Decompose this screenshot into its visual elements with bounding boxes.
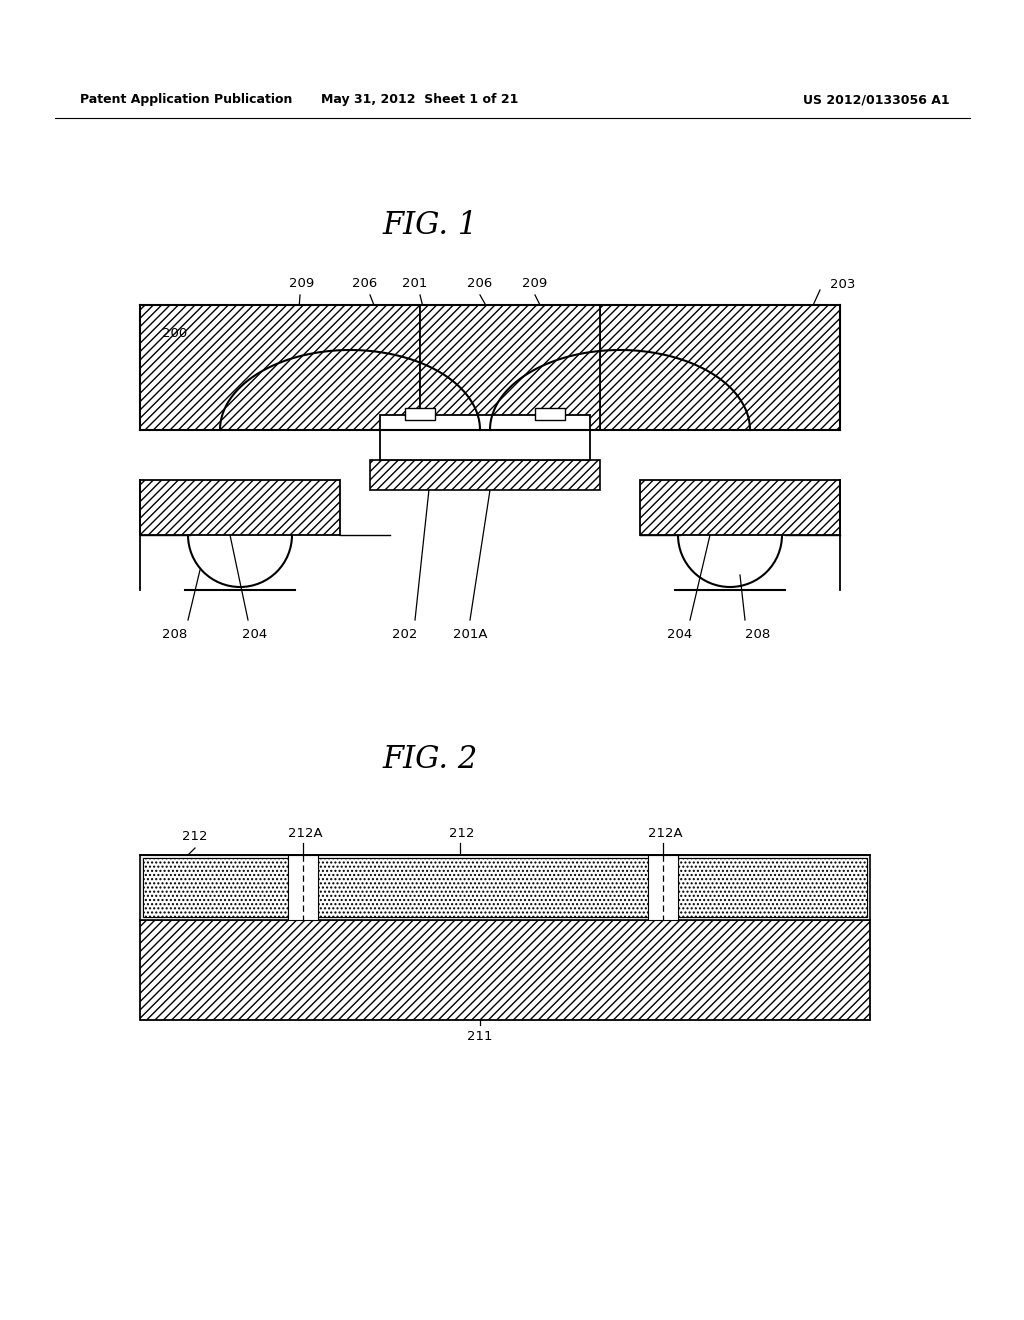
Bar: [140, 480, 340, 535]
Text: 212A: 212A: [648, 828, 682, 840]
Circle shape: [678, 483, 782, 587]
Bar: [640, 480, 840, 535]
Text: FIG. 1: FIG. 1: [382, 210, 477, 240]
Text: May 31, 2012  Sheet 1 of 21: May 31, 2012 Sheet 1 of 21: [322, 94, 519, 107]
Text: Patent Application Publication: Patent Application Publication: [80, 94, 293, 107]
Text: US 2012/0133056 A1: US 2012/0133056 A1: [804, 94, 950, 107]
Text: 212: 212: [182, 830, 208, 843]
Text: 203: 203: [830, 279, 855, 292]
Bar: [140, 920, 870, 1020]
Text: 201: 201: [402, 277, 428, 290]
Bar: [288, 855, 318, 920]
Text: 211: 211: [467, 1030, 493, 1043]
Text: 202: 202: [392, 628, 418, 642]
Bar: [648, 855, 678, 920]
Text: 209: 209: [290, 277, 314, 290]
Text: 212A: 212A: [288, 828, 323, 840]
Text: FIG. 2: FIG. 2: [382, 744, 477, 776]
Text: 201A: 201A: [453, 628, 487, 642]
Bar: [370, 459, 600, 490]
Bar: [318, 858, 648, 917]
Bar: [406, 408, 435, 420]
Text: 204: 204: [668, 628, 692, 642]
Text: 208: 208: [745, 628, 771, 642]
Bar: [140, 305, 420, 430]
Text: 200: 200: [163, 327, 187, 341]
Text: 212: 212: [450, 828, 475, 840]
Text: 209: 209: [522, 277, 548, 290]
Bar: [600, 305, 840, 430]
Text: 204: 204: [243, 628, 267, 642]
Bar: [143, 858, 288, 917]
Text: 206: 206: [467, 277, 493, 290]
Bar: [140, 855, 870, 920]
Bar: [420, 305, 600, 430]
Bar: [678, 858, 867, 917]
Bar: [535, 408, 565, 420]
Text: 208: 208: [163, 628, 187, 642]
Circle shape: [188, 483, 292, 587]
Bar: [380, 414, 590, 459]
Text: 206: 206: [352, 277, 378, 290]
